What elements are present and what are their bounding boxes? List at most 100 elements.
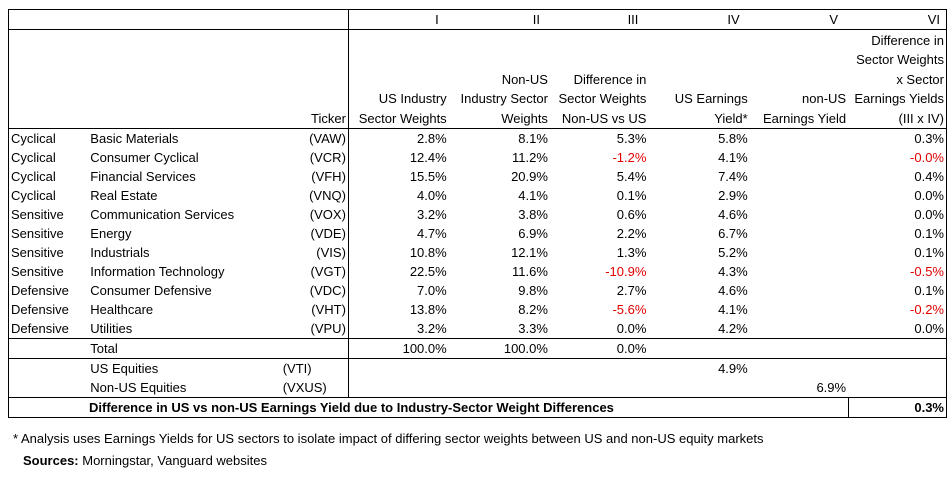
nonus-earnings-yield (750, 167, 848, 186)
ticker-header: Ticker (276, 29, 349, 129)
total-us-weight: 100.0% (348, 338, 449, 359)
us-weight: 7.0% (417, 283, 447, 298)
ticker: (VDE) (276, 224, 349, 243)
weight-diff: 1.3% (616, 245, 647, 260)
weight-diff: 2.7% (616, 283, 647, 298)
ticker: (VDC) (276, 281, 349, 300)
sector-type: Sensitive (8, 243, 85, 262)
us-weight: 3.2% (417, 321, 447, 336)
weight-diff: 2.2% (616, 226, 647, 241)
us-earnings-yield: 6.7% (718, 226, 748, 241)
sources-text: Morningstar, Vanguard websites (78, 453, 268, 468)
summary-row: Difference in US vs non-US Earnings Yiel… (8, 397, 947, 418)
sources-line: Sources: Morningstar, Vanguard websites (23, 453, 267, 468)
weight-diff: -10.9% (605, 264, 647, 279)
us-ey-header: US Earnings Yield* (648, 29, 750, 129)
nonus-weight: 8.2% (518, 302, 548, 317)
us-weight: 15.5% (409, 169, 447, 184)
weighted-diff: 0.1% (848, 281, 947, 300)
nonus-weight: 8.1% (518, 131, 548, 146)
total-diff: 0.0% (549, 338, 649, 359)
table-row: Sensitive Energy (VDE) 4.7% 6.9% 2.2% 6.7% 0.1% (8, 224, 947, 243)
table-row: Defensive Healthcare (VHT) 13.8% 8.2% -5.6% 4.… (8, 300, 947, 319)
sources-label: Sources: (23, 453, 79, 468)
blank (8, 358, 85, 378)
sector-type: Sensitive (8, 262, 85, 281)
us-earnings-yield: 4.1% (718, 302, 748, 317)
sector-type: Cyclical (8, 128, 85, 148)
nonus-earnings-yield (750, 186, 848, 205)
us-weight: 3.2% (417, 207, 447, 222)
sector-type: Cyclical (8, 148, 85, 167)
sector-name: Consumer Cyclical (90, 150, 199, 165)
us-earnings-yield: 7.4% (718, 169, 748, 184)
nonus-equities-label: Non-US Equities (90, 380, 187, 395)
us-equities-label: US Equities (84, 358, 277, 378)
table-row: Cyclical Consumer Cyclical (VCR) 12.4% 11.2%… (8, 148, 947, 167)
nonus-ey-header: non-US Earnings Yield (749, 29, 849, 129)
weight-diff: -5.6% (612, 302, 647, 317)
nonus-weights-header: Non-US Industry Sector Weights (448, 29, 550, 129)
nonus-equities-row: Non-US Equities (VXUS) 6.9% (8, 378, 947, 398)
sector-type: Defensive (8, 300, 85, 319)
blank (276, 338, 349, 359)
sector-type: Defensive (8, 281, 85, 300)
col-iii: III (549, 9, 649, 30)
us-equities-row: US Equities (VTI) 4.9% (8, 358, 947, 378)
weighted-diff: 0.1% (848, 224, 947, 243)
blank (8, 338, 85, 359)
us-weight: 22.5% (409, 264, 447, 279)
total-nonus-weight: 100.0% (448, 338, 550, 359)
ticker: (VFH) (276, 167, 349, 186)
nonus-weight: 6.9% (518, 226, 548, 241)
us-earnings-yield: 2.9% (718, 188, 748, 203)
us-weight: 4.7% (417, 226, 447, 241)
weight-diff: 5.3% (616, 131, 647, 146)
ticker: (VAW) (276, 128, 349, 148)
sector-type: Sensitive (8, 224, 85, 243)
us-earnings-yield: 4.6% (718, 283, 748, 298)
sector-name: Consumer Defensive (90, 283, 212, 298)
weighted-diff: 0.0% (848, 319, 947, 339)
ticker: (VGT) (276, 262, 349, 281)
sector-type: Defensive (8, 319, 85, 339)
nonus-earnings-yield (750, 148, 848, 167)
blank (549, 358, 649, 378)
us-weight: 4.0% (417, 188, 447, 203)
nonus-earnings-yield (750, 224, 848, 243)
weighted-diff: -0.0% (848, 148, 947, 167)
weighted-diff: -0.2% (848, 300, 947, 319)
blank (749, 338, 849, 359)
weighted-diff: 0.0% (848, 186, 947, 205)
blank (648, 338, 750, 359)
col-ii: II (448, 9, 550, 30)
nonus-earnings-yield (750, 262, 848, 281)
table-row: Cyclical Basic Materials (VAW) 2.8% 8.1% 5.3%… (8, 128, 947, 148)
sector-name: Utilities (90, 321, 133, 336)
us-earnings-yield: 5.8% (718, 131, 748, 146)
blank (749, 358, 849, 378)
table-row: Defensive Consumer Defensive (VDC) 7.0% 9.8%… (8, 281, 947, 300)
us-equities-ticker: (VTI) (276, 358, 349, 378)
weighted-diff: 0.3% (848, 128, 947, 148)
us-earnings-yield: 4.6% (718, 207, 748, 222)
sector-name: Basic Materials (90, 131, 179, 146)
nonus-earnings-yield (750, 243, 848, 262)
weight-diff: 5.4% (616, 169, 647, 184)
ticker: (VIS) (276, 243, 349, 262)
nonus-equities-ticker: (VXUS) (276, 378, 349, 398)
blank (848, 338, 947, 359)
table-row: Sensitive Communication Services (VOX) 3.2%… (8, 205, 947, 224)
blank (449, 378, 550, 398)
ticker: (VHT) (276, 300, 349, 319)
us-earnings-yield: 4.2% (718, 321, 748, 336)
ticker: (VPU) (276, 319, 349, 339)
nonus-weight: 12.1% (511, 245, 548, 260)
total-row: Total 100.0% 100.0% 0.0% (8, 338, 947, 359)
sector-name: Industrials (90, 245, 150, 260)
column-header-row: Ticker US Industry Sector Weights Non-US I… (8, 29, 947, 129)
weight-diff-header: Difference in Sector Weights Non-US vs US (549, 29, 649, 129)
us-equities-ey: 4.9% (648, 358, 750, 378)
us-earnings-yield: 4.3% (718, 264, 748, 279)
table-row: Sensitive Industrials (VIS) 10.8% 12.1% 1.3% 5… (8, 243, 947, 262)
